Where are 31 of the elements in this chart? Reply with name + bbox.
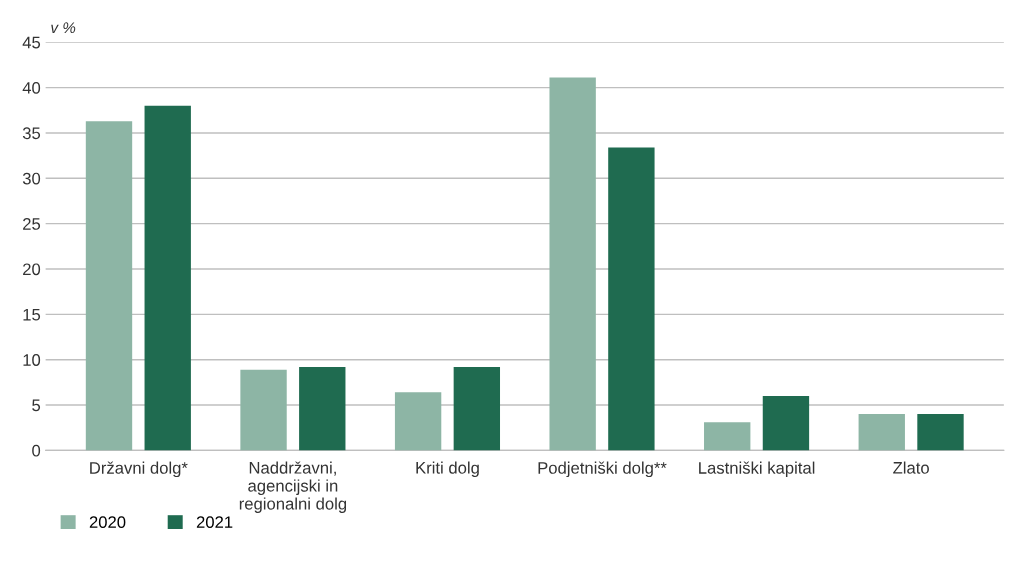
y-axis-title: v % xyxy=(51,22,76,34)
y-tick-label: 20 xyxy=(23,263,41,276)
x-tick-label: Lastniški kapital xyxy=(699,461,815,478)
x-tick-label: Zlato xyxy=(893,461,929,474)
bar xyxy=(453,366,501,451)
bar xyxy=(394,392,442,451)
bar xyxy=(85,121,133,451)
bar xyxy=(608,147,655,451)
x-tick-label: Državni dolg* xyxy=(90,461,188,478)
y-tick-label: 45 xyxy=(22,36,41,49)
bar xyxy=(549,77,596,451)
bar xyxy=(144,105,191,451)
y-tick-label: 25 xyxy=(23,218,41,230)
bar xyxy=(762,395,810,451)
y-tick-label: 15 xyxy=(23,308,41,321)
bar xyxy=(299,366,346,451)
bar xyxy=(704,422,751,451)
bar xyxy=(240,369,287,451)
y-tick-label: 5 xyxy=(32,399,41,412)
y-tick-label: 30 xyxy=(22,172,41,185)
x-tick-label: Podjetniški dolg** xyxy=(538,461,667,478)
legend-label: 2021 xyxy=(196,516,233,529)
bar xyxy=(917,414,964,451)
y-tick-label: 35 xyxy=(22,127,41,140)
y-tick-label: 0 xyxy=(32,444,41,457)
x-tick-label: Kriti dolg xyxy=(416,461,479,478)
bar xyxy=(858,414,905,451)
y-tick-label: 40 xyxy=(22,81,41,94)
x-tick-label: Naddržavni, agencijski in regionalni dolg xyxy=(239,461,347,513)
legend-label: 2020 xyxy=(89,516,126,529)
y-tick-label: 10 xyxy=(23,354,41,366)
